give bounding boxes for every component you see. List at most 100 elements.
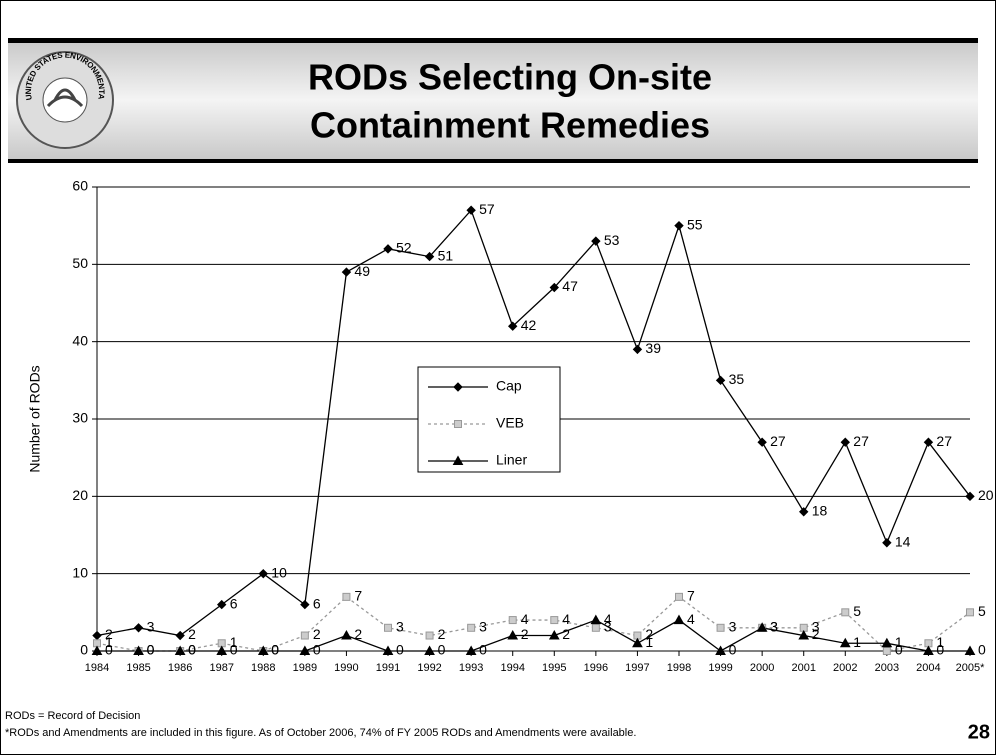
x-tick-label: 2002 (833, 662, 857, 674)
marker (550, 616, 559, 625)
data-label: 6 (230, 595, 238, 611)
marker (923, 645, 934, 655)
x-tick-label: 1992 (417, 662, 441, 674)
marker (966, 608, 974, 617)
marker (841, 608, 850, 617)
x-tick-label: 1991 (376, 662, 400, 674)
data-label: 7 (687, 588, 695, 604)
marker (674, 220, 684, 231)
marker (632, 637, 643, 648)
marker (424, 251, 435, 262)
data-label: 39 (645, 340, 661, 356)
footnote: RODs = Record of Decision (5, 710, 140, 722)
data-label: 0 (147, 642, 155, 658)
slide-title: Containment Remedies (310, 105, 710, 146)
marker (175, 630, 185, 641)
data-label: 0 (188, 642, 196, 658)
y-tick-label: 60 (72, 178, 88, 194)
marker (508, 321, 518, 331)
marker (133, 623, 144, 633)
data-label: 7 (354, 588, 362, 604)
marker (91, 645, 103, 655)
data-label: 0 (105, 642, 113, 658)
x-tick-label: 1988 (251, 662, 275, 674)
title-band (8, 40, 978, 160)
marker (591, 236, 601, 246)
marker (839, 637, 851, 648)
legend-label: VEB (496, 415, 524, 431)
x-tick-label: 1986 (168, 662, 192, 674)
marker (258, 568, 268, 579)
slide-title: RODs Selecting On-site (308, 57, 712, 98)
marker (964, 645, 976, 655)
data-label: 20 (978, 487, 994, 503)
legend-label: Liner (496, 452, 527, 468)
data-label: 0 (313, 642, 321, 658)
marker (425, 631, 434, 640)
marker (882, 647, 891, 655)
marker (383, 244, 393, 254)
data-label: 52 (396, 240, 412, 256)
data-label: 0 (188, 642, 196, 658)
marker (465, 645, 477, 655)
data-label: 3 (479, 619, 487, 635)
x-tick-label: 2004 (916, 662, 940, 674)
data-label: 4 (562, 611, 570, 627)
data-label: 53 (604, 232, 620, 248)
data-label: 27 (770, 433, 786, 449)
x-tick-label: 1997 (625, 662, 649, 674)
data-label: 35 (729, 371, 745, 387)
x-tick-label: 1994 (500, 662, 524, 674)
data-label: 2 (188, 626, 196, 642)
x-tick-label: 1995 (542, 662, 566, 674)
y-tick-label: 50 (72, 255, 88, 271)
marker (342, 592, 351, 601)
y-tick-label: 20 (72, 487, 88, 503)
y-tick-label: 0 (80, 642, 88, 658)
marker (591, 623, 600, 632)
data-label: 42 (521, 317, 537, 333)
y-tick-label: 10 (72, 564, 88, 580)
x-tick-label: 2005* (956, 662, 985, 674)
data-label: 27 (853, 433, 869, 449)
data-label: 14 (895, 533, 911, 549)
marker (756, 622, 768, 632)
marker (798, 630, 810, 640)
marker (424, 645, 435, 655)
marker (341, 630, 352, 640)
data-label: 1 (230, 634, 238, 650)
footnote: *RODs and Amendments are included in thi… (5, 727, 636, 739)
marker (299, 645, 311, 655)
data-label: 2 (812, 626, 820, 642)
data-label: 4 (687, 611, 695, 627)
marker (467, 623, 476, 632)
marker (881, 637, 893, 648)
marker (453, 382, 463, 392)
data-label: 49 (354, 263, 370, 279)
data-label: 0 (147, 642, 155, 658)
x-tick-label: 1993 (459, 662, 483, 674)
data-label: 2 (313, 626, 321, 642)
data-label: 0 (729, 642, 737, 658)
marker (548, 630, 560, 640)
data-label: 1 (853, 634, 861, 650)
x-tick-label: 2000 (750, 662, 774, 674)
marker (216, 645, 228, 655)
marker (549, 282, 559, 293)
data-label: 4 (521, 611, 529, 627)
marker (508, 616, 517, 625)
data-label: 2 (521, 626, 529, 642)
x-tick-label: 2001 (791, 662, 815, 674)
data-label: 0 (438, 642, 446, 658)
x-tick-label: 1989 (293, 662, 317, 674)
logo-inner (42, 77, 88, 123)
data-label: 2 (105, 626, 113, 642)
marker (382, 645, 394, 655)
marker (923, 437, 934, 447)
marker (452, 455, 464, 465)
data-label: 27 (936, 433, 952, 449)
data-label: 3 (729, 619, 737, 635)
data-label: 1 (645, 634, 653, 650)
